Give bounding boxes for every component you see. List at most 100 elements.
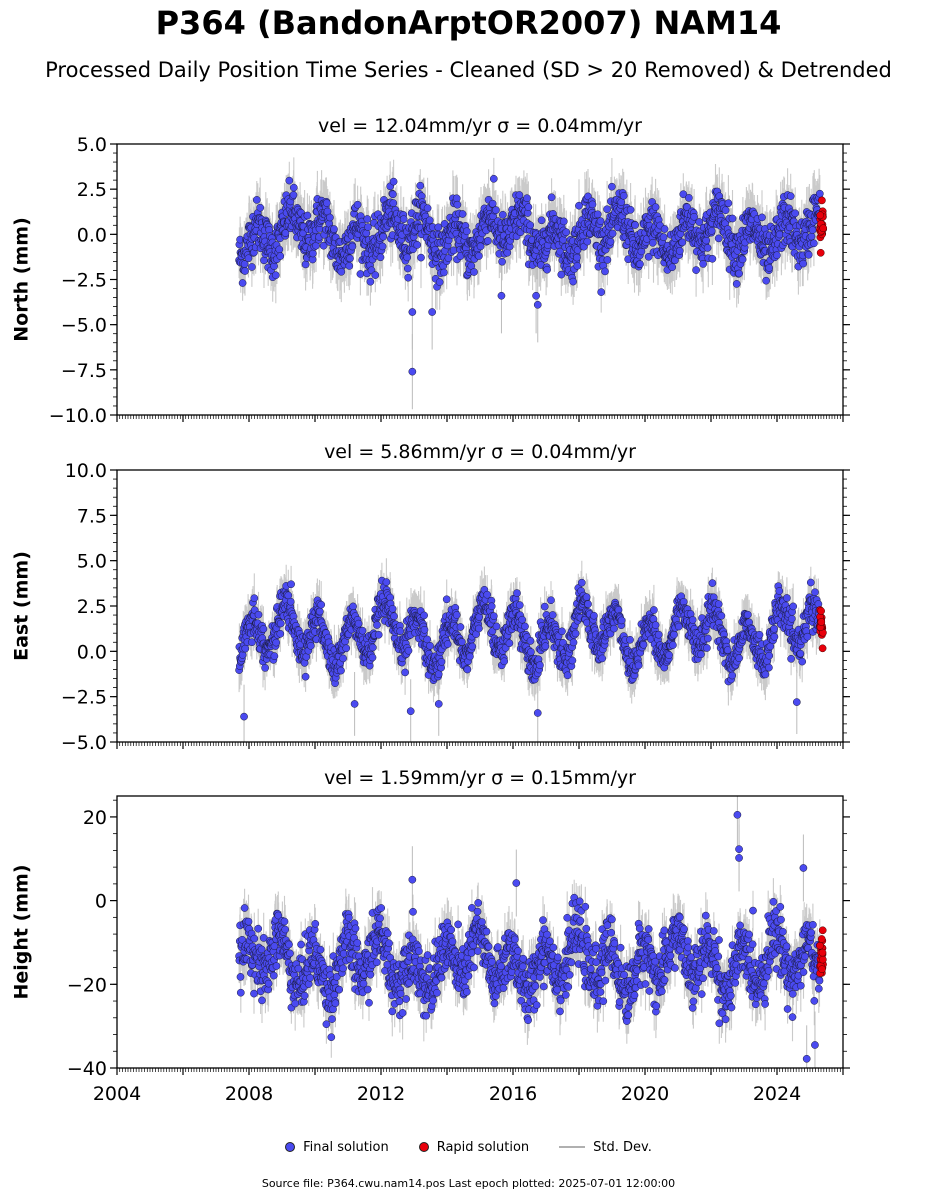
final-point [601, 976, 610, 985]
outlier-point [533, 300, 542, 309]
final-point [626, 635, 634, 644]
outlier-point [434, 700, 443, 708]
final-point [490, 999, 499, 1008]
final-point [645, 987, 654, 995]
outlier-point [497, 291, 506, 300]
final-point [582, 924, 591, 933]
final-point [787, 654, 795, 663]
y-tick-label: −5.0 [61, 315, 107, 337]
final-point [513, 589, 521, 597]
final-point [270, 652, 279, 660]
final-point [335, 985, 344, 994]
final-point [607, 928, 616, 937]
final-point [453, 200, 462, 209]
final-point [489, 174, 498, 183]
final-point [514, 947, 522, 955]
final-point [515, 191, 524, 199]
final-point [562, 228, 571, 237]
final-point [261, 664, 269, 672]
final-point [358, 626, 367, 635]
final-point [368, 643, 377, 652]
final-point [404, 646, 413, 655]
chart-title: P364 (BandonArptOR2007) NAM14 [155, 4, 782, 42]
final-point [690, 212, 698, 221]
final-point [316, 945, 325, 954]
final-point [546, 937, 554, 946]
final-point [374, 630, 383, 639]
final-point [707, 227, 716, 235]
final-point [543, 265, 551, 274]
final-point [353, 200, 362, 209]
final-point [331, 999, 340, 1008]
final-point [631, 221, 639, 229]
final-point [364, 223, 372, 231]
final-point [328, 1015, 336, 1023]
final-point [541, 642, 550, 651]
rapid-point [819, 224, 828, 233]
final-point [641, 980, 650, 988]
final-point [573, 262, 582, 270]
final-point [339, 654, 347, 663]
final-point [549, 943, 558, 952]
final-point [401, 668, 409, 677]
final-point [297, 940, 305, 949]
final-point [651, 621, 660, 629]
final-point [356, 270, 365, 278]
final-point [244, 254, 253, 263]
final-point [584, 600, 592, 608]
final-point [668, 263, 677, 272]
final-point [264, 979, 273, 988]
final-point [475, 252, 483, 260]
final-point [689, 997, 698, 1006]
y-tick-label: 0.0 [77, 641, 107, 663]
final-point [373, 621, 381, 629]
final-point [366, 970, 375, 979]
outlier-point [408, 308, 417, 316]
final-point [717, 611, 726, 620]
final-point [250, 594, 259, 603]
final-point [484, 237, 492, 245]
final-point [337, 267, 346, 276]
final-point [688, 616, 697, 624]
final-point [319, 241, 328, 250]
final-point [735, 654, 743, 663]
final-point [789, 602, 798, 611]
final-point [606, 237, 615, 246]
final-point [499, 984, 508, 992]
final-point [617, 616, 626, 625]
final-point [339, 964, 347, 973]
final-point [786, 192, 795, 200]
final-point [553, 985, 562, 994]
final-point [285, 176, 294, 185]
final-point [657, 987, 666, 996]
y-tick-label: 2.5 [77, 179, 107, 201]
final-point [398, 1009, 407, 1017]
final-point [596, 988, 605, 996]
final-point [699, 260, 707, 268]
final-point [670, 630, 678, 639]
final-point [527, 648, 535, 656]
final-point [488, 199, 497, 208]
final-point [738, 255, 747, 264]
final-point [702, 236, 711, 245]
final-point [322, 1020, 331, 1029]
final-point [666, 951, 675, 960]
final-point [571, 629, 580, 638]
final-point [639, 640, 648, 649]
final-point [363, 985, 372, 994]
final-point [723, 646, 732, 654]
final-point [492, 622, 501, 631]
final-point [644, 252, 653, 261]
final-point [556, 996, 565, 1005]
final-point [728, 671, 737, 680]
final-point [616, 943, 625, 952]
y-tick-label: 0.0 [77, 224, 107, 246]
final-point [569, 638, 578, 647]
outlier-point [532, 291, 540, 300]
final-point [659, 233, 668, 242]
final-point [526, 637, 535, 645]
final-point [339, 949, 348, 958]
final-point [765, 663, 773, 672]
y-axis-label: North (mm) [11, 217, 33, 342]
final-point [703, 644, 711, 652]
